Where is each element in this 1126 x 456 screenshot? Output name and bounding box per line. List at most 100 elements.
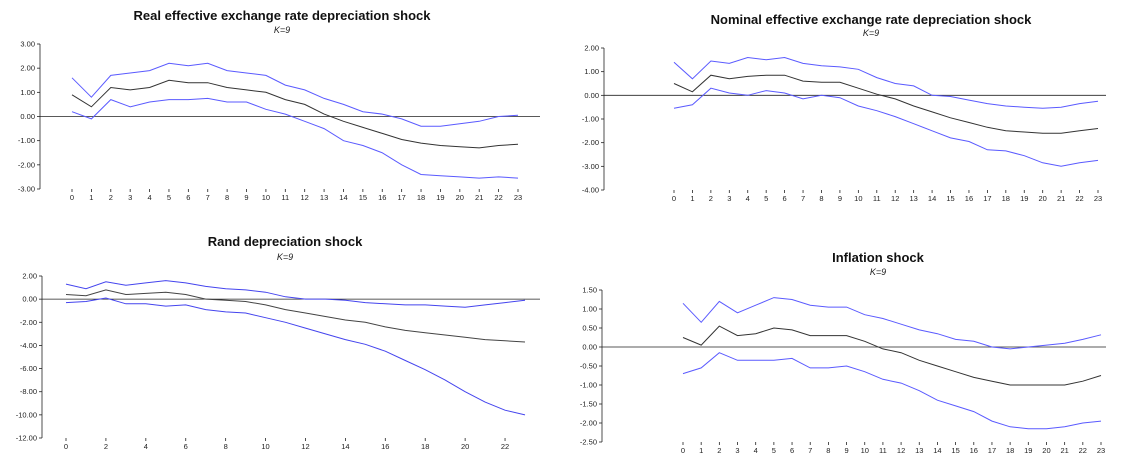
x-tick-label: 1: [699, 446, 703, 455]
chart-svg: 2.001.000.00-1.00-2.00-3.00-4.000 1 2 3 4 5 6 7…: [582, 44, 1106, 203]
x-tick-label: 5: [167, 193, 171, 202]
series-line-lower: [71, 97, 519, 179]
x-tick-label: 7: [206, 193, 210, 202]
x-tick-label: 17: [983, 194, 991, 203]
x-tick-label: 12: [897, 446, 905, 455]
y-tick-label: -0.50: [580, 362, 597, 371]
chart-svg: 3.002.001.000.00-1.00-2.00-3.000 1 2 3 4 5 6 7 8…: [18, 40, 540, 202]
y-tick-label: 1.00: [582, 305, 597, 314]
x-tick-label: 20: [1042, 446, 1050, 455]
x-tick-label: 22: [1079, 446, 1087, 455]
x-tick-label: 1: [690, 194, 694, 203]
x-tick-label: 10: [854, 194, 862, 203]
chart-subtitle: K=9: [276, 252, 294, 262]
y-tick-label: -10.00: [16, 410, 37, 419]
x-tick-label: 22: [494, 193, 502, 202]
x-tick-label: 11: [281, 193, 289, 202]
y-tick-label: -4.00: [582, 186, 599, 195]
x-tick-label: 19: [1024, 446, 1032, 455]
series-line-response: [673, 74, 1099, 134]
chart-panel-inflation: Inflation shock K=9 1.50 1.00 0.50 0.00 -0.5…: [566, 248, 1126, 456]
x-tick-label: 22: [1075, 194, 1083, 203]
y-tick-label: 1.00: [584, 67, 599, 76]
x-tick-label: 15: [951, 446, 959, 455]
chart-subtitle: K=9: [862, 28, 880, 38]
x-tick-label: 6: [184, 442, 188, 451]
x-tick-label: 10: [861, 446, 869, 455]
series-line-lower: [682, 352, 1102, 430]
x-tick-label: 3: [735, 446, 739, 455]
series-line-upper: [673, 56, 1099, 109]
y-tick-label: 3.00: [20, 40, 35, 49]
x-tick-label: 7: [808, 446, 812, 455]
x-tick-label: 21: [1060, 446, 1068, 455]
y-tick-label: -4.00: [20, 341, 37, 350]
y-tick-label: -6.00: [20, 364, 37, 373]
x-tick-label: 11: [879, 446, 887, 455]
x-tick-label: 21: [1057, 194, 1065, 203]
x-tick-label: 3: [128, 193, 132, 202]
y-tick-label: 1.50: [582, 286, 597, 295]
x-tick-label: 14: [339, 193, 347, 202]
chart-svg: 2.00 0.00 -2.00 -4.00 -6.00 -8.00 -10.00 -12.00…: [16, 272, 540, 451]
x-tick-label: 0: [672, 194, 676, 203]
x-tick-label: 18: [421, 442, 429, 451]
x-tick-label: 12: [891, 194, 899, 203]
x-tick-label: 14: [341, 442, 349, 451]
x-tick-label: 9: [838, 194, 842, 203]
y-tick-label: -2.50: [580, 438, 597, 447]
x-tick-label: 14: [933, 446, 941, 455]
x-tick-label: 8: [826, 446, 830, 455]
x-tick-label: 23: [1097, 446, 1105, 455]
x-tick-label: 5: [764, 194, 768, 203]
x-tick-label: 6: [783, 194, 787, 203]
chart-panel-nominal-exchange-rate: Nominal effective exchange rate deprecia…: [566, 0, 1126, 205]
x-tick-label: 1: [89, 193, 93, 202]
x-tick-label: 18: [1006, 446, 1014, 455]
x-tick-label: 0: [70, 193, 74, 202]
x-tick-label: 13: [320, 193, 328, 202]
y-tick-label: -2.00: [582, 138, 599, 147]
series-line-response: [71, 79, 519, 149]
y-tick-label: 2.00: [584, 44, 599, 53]
x-tick-label: 10: [262, 193, 270, 202]
x-tick-label: 16: [965, 194, 973, 203]
x-tick-label: 14: [928, 194, 936, 203]
y-tick-label: -2.00: [18, 160, 35, 169]
chart-subtitle: K=9: [273, 25, 291, 35]
chart-panel-rand-depreciation: Rand depreciation shock K=9 2.00 0.00 -2.0…: [0, 232, 560, 456]
y-tick-label: -8.00: [20, 387, 37, 396]
x-tick-label: 4: [754, 446, 758, 455]
chart-title: Real effective exchange rate depreciatio…: [133, 8, 431, 23]
x-tick-label: 4: [147, 193, 151, 202]
x-tick-label: 16: [381, 442, 389, 451]
x-tick-label: 20: [456, 193, 464, 202]
x-tick-label: 23: [1094, 194, 1102, 203]
y-tick-label: -3.00: [582, 162, 599, 171]
chart-svg: 1.50 1.00 0.50 0.00 -0.50 -1.00 -1.50 -2.00 -2.5…: [580, 286, 1106, 455]
chart-title: Nominal effective exchange rate deprecia…: [710, 12, 1032, 27]
x-tick-label: 2: [717, 446, 721, 455]
x-tick-label: 8: [819, 194, 823, 203]
x-tick-label: 20: [461, 442, 469, 451]
x-tick-label: 0: [681, 446, 685, 455]
chart-subtitle: K=9: [869, 267, 887, 277]
x-tick-label: 12: [301, 193, 309, 202]
x-tick-label: 2: [709, 194, 713, 203]
series-line-upper: [65, 280, 526, 308]
x-tick-label: 13: [909, 194, 917, 203]
x-tick-label: 23: [514, 193, 522, 202]
x-tick-label: 16: [970, 446, 978, 455]
y-tick-label: 2.00: [20, 64, 35, 73]
x-tick-label: 11: [873, 194, 881, 203]
y-tick-label: -2.00: [580, 419, 597, 428]
x-tick-label: 7: [801, 194, 805, 203]
chart-panel-real-exchange-rate: Real effective exchange rate depreciatio…: [0, 0, 560, 202]
series-line-upper: [682, 297, 1102, 350]
y-tick-label: 0.50: [582, 324, 597, 333]
x-tick-label: 13: [915, 446, 923, 455]
y-tick-label: -1.50: [580, 400, 597, 409]
x-tick-label: 4: [746, 194, 750, 203]
x-tick-label: 6: [790, 446, 794, 455]
y-tick-label: -1.00: [18, 136, 35, 145]
